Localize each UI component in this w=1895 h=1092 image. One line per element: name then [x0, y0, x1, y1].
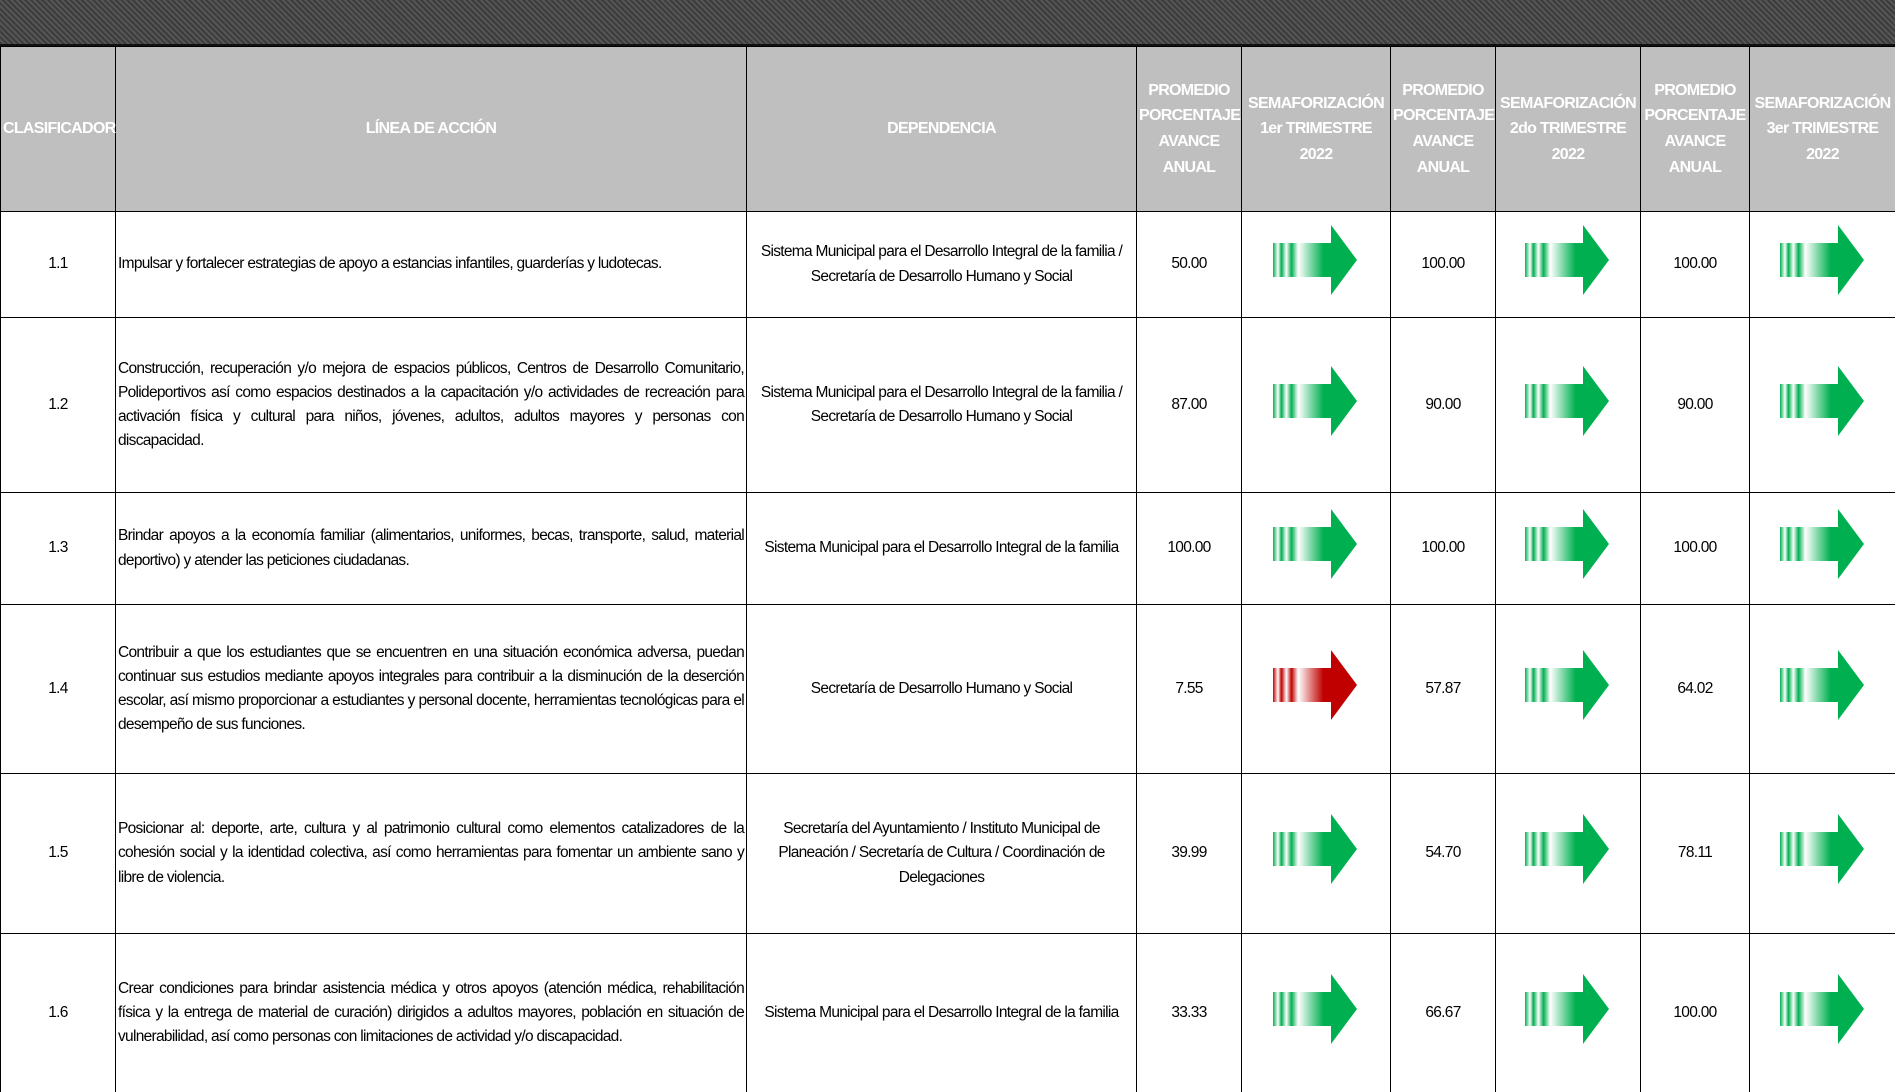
- semaforo-cell: [1749, 492, 1895, 605]
- semaforo-cell: [1749, 773, 1895, 934]
- semaforo-cell: [1495, 604, 1641, 774]
- cell: Sistema Municipal para el Desarrollo Int…: [746, 492, 1137, 605]
- line-cell: Posicionar al: deporte, arte, cultura y …: [115, 773, 747, 934]
- header-cell: SEMAFORIZACIÓN 3er TRIMESTRE 2022: [1749, 46, 1895, 212]
- cell: 1.3: [0, 492, 116, 605]
- line-cell: Crear condiciones para brindar asistenci…: [115, 933, 747, 1092]
- semaforo-arrow: [1273, 973, 1357, 1044]
- semaforo-cell: [1749, 604, 1895, 774]
- semaforo-cell: [1495, 211, 1641, 318]
- cell: Sistema Municipal para el Desarrollo Int…: [746, 317, 1137, 493]
- semaforo-cell: [1749, 211, 1895, 318]
- semaforo-arrow: [1273, 225, 1357, 296]
- cell: 50.00: [1136, 211, 1242, 318]
- line-cell: Contribuir a que los estudiantes que se …: [115, 604, 747, 774]
- table-row: 1.5 Posicionar al: deporte, arte, cultura…: [0, 773, 1895, 934]
- cell: 100.00: [1390, 211, 1496, 318]
- table-row: 1.2 Construcción, recuperación y/o mejora…: [0, 317, 1895, 493]
- header-cell: PROMEDIO PORCENTAJE AVANCE ANUAL: [1390, 46, 1496, 212]
- header-cell: PROMEDIO PORCENTAJE AVANCE ANUAL: [1640, 46, 1750, 212]
- header-cell: LÍNEA DE ACCIÓN: [115, 46, 747, 212]
- header-cell: DEPENDENCIA: [746, 46, 1137, 212]
- header-cell: SEMAFORIZACIÓN 2do TRIMESTRE 2022: [1495, 46, 1641, 212]
- cell: 78.11: [1640, 773, 1750, 934]
- cell: 1.2: [0, 317, 116, 493]
- cell: 100.00: [1136, 492, 1242, 605]
- table-body: 1.1 Impulsar y fortalecer estrategias de …: [0, 211, 1895, 1092]
- cell: 54.70: [1390, 773, 1496, 934]
- cell: 100.00: [1640, 492, 1750, 605]
- cell: 100.00: [1640, 211, 1750, 318]
- semaforo-cell: [1241, 317, 1391, 493]
- semaforo-cell: [1495, 492, 1641, 605]
- line-cell: Impulsar y fortalecer estrategias de apo…: [115, 211, 747, 318]
- cell: 64.02: [1640, 604, 1750, 774]
- semaforo-arrow: [1779, 649, 1864, 720]
- cell: 90.00: [1390, 317, 1496, 493]
- line-cell: Brindar apoyos a la economía familiar (a…: [115, 492, 747, 605]
- cell: 87.00: [1136, 317, 1242, 493]
- semaforo-arrow: [1525, 225, 1609, 296]
- semaforo-arrow: [1525, 973, 1609, 1044]
- header-row: CLASIFICADOR LÍNEA DE ACCIÓN DEPENDENCIA PR…: [0, 46, 1895, 212]
- cell: 1.6: [0, 933, 116, 1092]
- table: CLASIFICADOR LÍNEA DE ACCIÓN DEPENDENCIA PR…: [0, 46, 1895, 1092]
- cell: 1.5: [0, 773, 116, 934]
- cell: Sistema Municipal para el Desarrollo Int…: [746, 933, 1137, 1092]
- semaforo-arrow: [1525, 509, 1609, 580]
- semaforo-arrow: [1273, 509, 1357, 580]
- cell: 57.87: [1390, 604, 1496, 774]
- cell: 1.4: [0, 604, 116, 774]
- header-cell: PROMEDIO PORCENTAJE AVANCE ANUAL: [1136, 46, 1242, 212]
- line-cell: Construcción, recuperación y/o mejora de…: [115, 317, 747, 493]
- semaforo-arrow: [1525, 365, 1609, 436]
- cell: 100.00: [1390, 492, 1496, 605]
- cell: 39.99: [1136, 773, 1242, 934]
- header-cell: CLASIFICADOR: [0, 46, 116, 212]
- semaforo-cell: [1241, 933, 1391, 1092]
- semaforo-cell: [1241, 604, 1391, 774]
- cell: 66.67: [1390, 933, 1496, 1092]
- cell: 100.00: [1640, 933, 1750, 1092]
- semaforo-arrow: [1273, 649, 1357, 720]
- semaforo-cell: [1241, 211, 1391, 318]
- semaforo-arrow: [1525, 814, 1609, 885]
- header-cell: SEMAFORIZACIÓN 1er TRIMESTRE 2022: [1241, 46, 1391, 212]
- semaforo-cell: [1495, 933, 1641, 1092]
- cell: 33.33: [1136, 933, 1242, 1092]
- semaforo-arrow: [1779, 814, 1864, 885]
- table-row: 1.6 Crear condiciones para brindar asiste…: [0, 933, 1895, 1092]
- semaforo-arrow: [1779, 365, 1864, 436]
- semaforo-cell: [1241, 492, 1391, 605]
- cell: Sistema Municipal para el Desarrollo Int…: [746, 211, 1137, 318]
- semaforo-cell: [1749, 317, 1895, 493]
- cell: Secretaría del Ayuntamiento / Instituto …: [746, 773, 1137, 934]
- semaforo-arrow: [1273, 365, 1357, 436]
- cell: 7.55: [1136, 604, 1242, 774]
- semaforo-cell: [1495, 317, 1641, 493]
- cell: 90.00: [1640, 317, 1750, 493]
- top-band: [0, 0, 1895, 46]
- cell: Secretaría de Desarrollo Humano y Social: [746, 604, 1137, 774]
- semaforo-arrow: [1779, 973, 1864, 1044]
- semaforo-arrow: [1525, 649, 1609, 720]
- table-row: 1.1 Impulsar y fortalecer estrategias de …: [0, 211, 1895, 318]
- semaforo-arrow: [1779, 225, 1864, 296]
- cell: 1.1: [0, 211, 116, 318]
- semaforo-cell: [1749, 933, 1895, 1092]
- semaforo-arrow: [1273, 814, 1357, 885]
- semaforo-cell: [1241, 773, 1391, 934]
- table-row: 1.4 Contribuir a que los estudiantes que …: [0, 604, 1895, 774]
- semaforo-cell: [1495, 773, 1641, 934]
- semaforo-arrow: [1779, 509, 1864, 580]
- table-row: 1.3 Brindar apoyos a la economía familiar…: [0, 492, 1895, 605]
